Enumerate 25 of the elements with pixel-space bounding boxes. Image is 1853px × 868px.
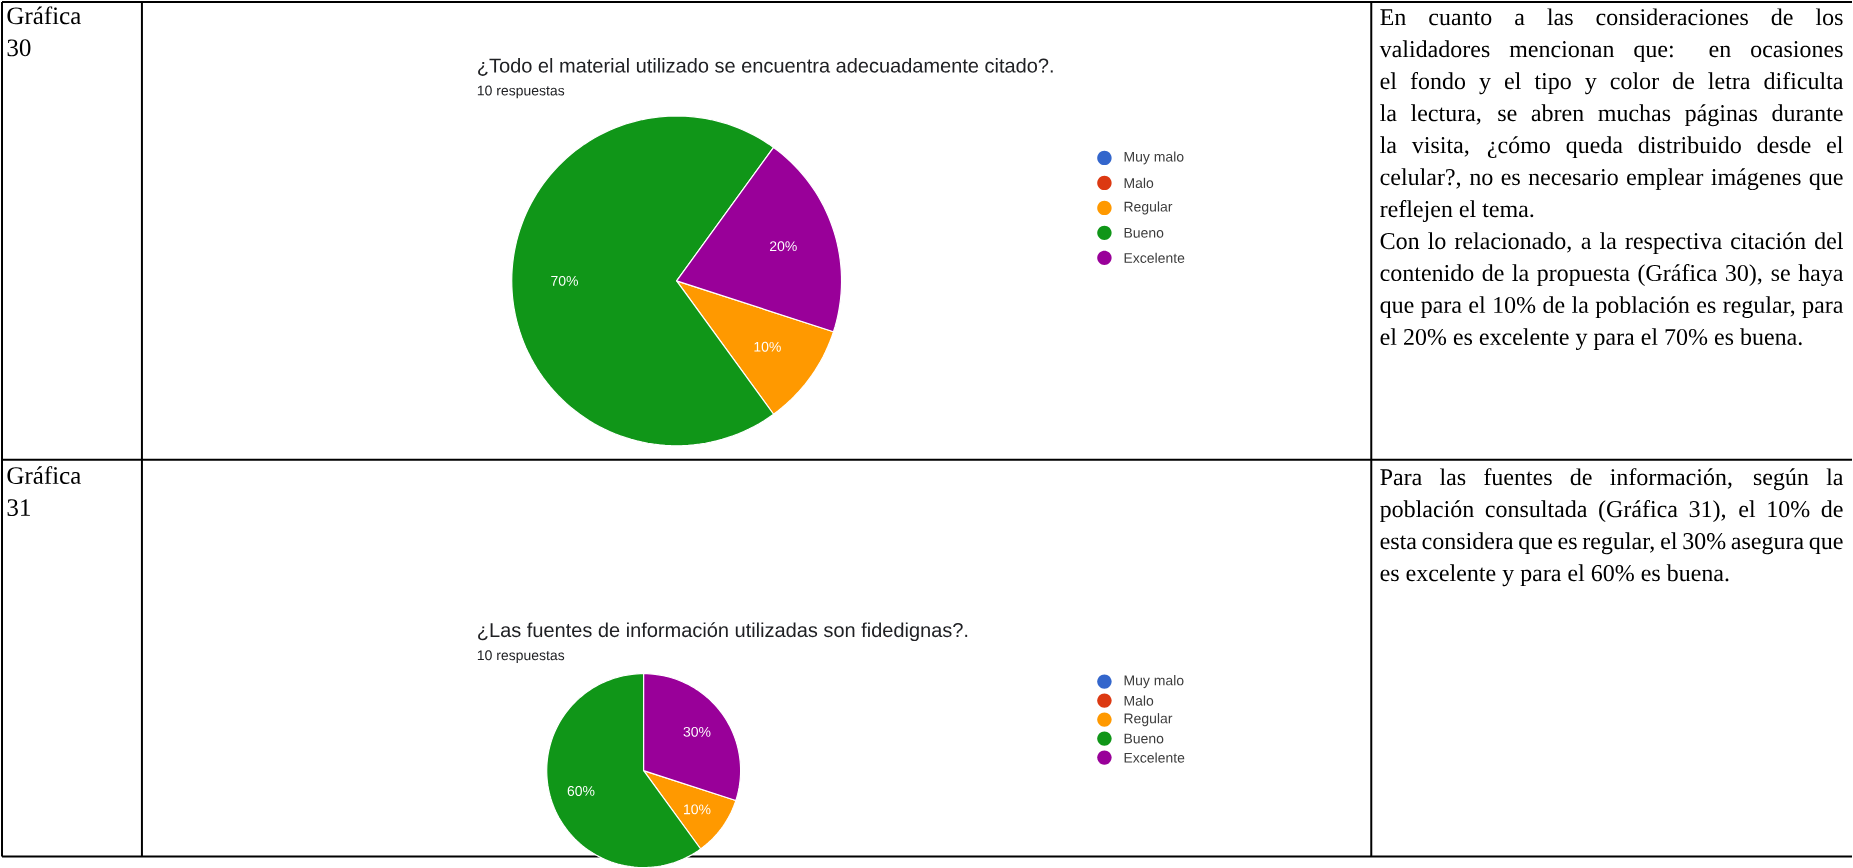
chart-title: ¿Todo el material utilizado se encuentra adecuadamente citado?. bbox=[478, 57, 1053, 76]
data-label: 60% bbox=[567, 785, 595, 796]
chart-subtitle: 10 respuestas bbox=[477, 650, 565, 663]
data-label: 70% bbox=[551, 275, 579, 286]
legend-label: Regular bbox=[1124, 201, 1173, 215]
chart-subtitle: 10 respuestas bbox=[477, 85, 565, 99]
data-label: 10% bbox=[754, 341, 781, 352]
legend-label: Bueno bbox=[1124, 227, 1164, 238]
text: Para las fuentes de información, según la población consultada (Gráfica 31), el 10% de esta considera que es regular, el 30% asegura que es excelente y para el 60% es buena. bbox=[1380, 468, 1844, 587]
data-label: 10% bbox=[684, 804, 711, 815]
chart-title: ¿Las fuentes de información utilizadas son fidedignas?. bbox=[478, 622, 968, 642]
text: Con lo relacionado, a la respectiva citación del contenido de la propuesta (Gráfica 30), se haya que para el 10% de la población es regular, para el 20% es excelente y para el 70% es buena. bbox=[1380, 232, 1844, 350]
legend-label: Bueno bbox=[1124, 733, 1164, 744]
legend-label: Regular bbox=[1124, 713, 1173, 727]
text: Gráfica 30 bbox=[7, 6, 81, 57]
legend-label: Excelente bbox=[1124, 252, 1185, 263]
legend-label: Muy malo bbox=[1124, 675, 1184, 689]
text: Gráfica 31 bbox=[7, 466, 81, 516]
data-label: 20% bbox=[769, 241, 797, 252]
data-label: 30% bbox=[683, 726, 711, 737]
legend-label: Excelente bbox=[1124, 752, 1185, 763]
text: En cuanto a las consideraciones de los validadores mencionan que: en ocasiones el fondo y el tipo y color de letra dificulta la lectura, se abren muchas páginas durante la visita, ¿cómo queda distribuido desde el celular?, no es necesario emplear imágenes que reflejen el tema. bbox=[1379, 8, 1844, 222]
legend-label: Malo bbox=[1124, 177, 1154, 188]
legend-label: Muy malo bbox=[1124, 151, 1184, 165]
legend-label: Malo bbox=[1124, 695, 1154, 706]
